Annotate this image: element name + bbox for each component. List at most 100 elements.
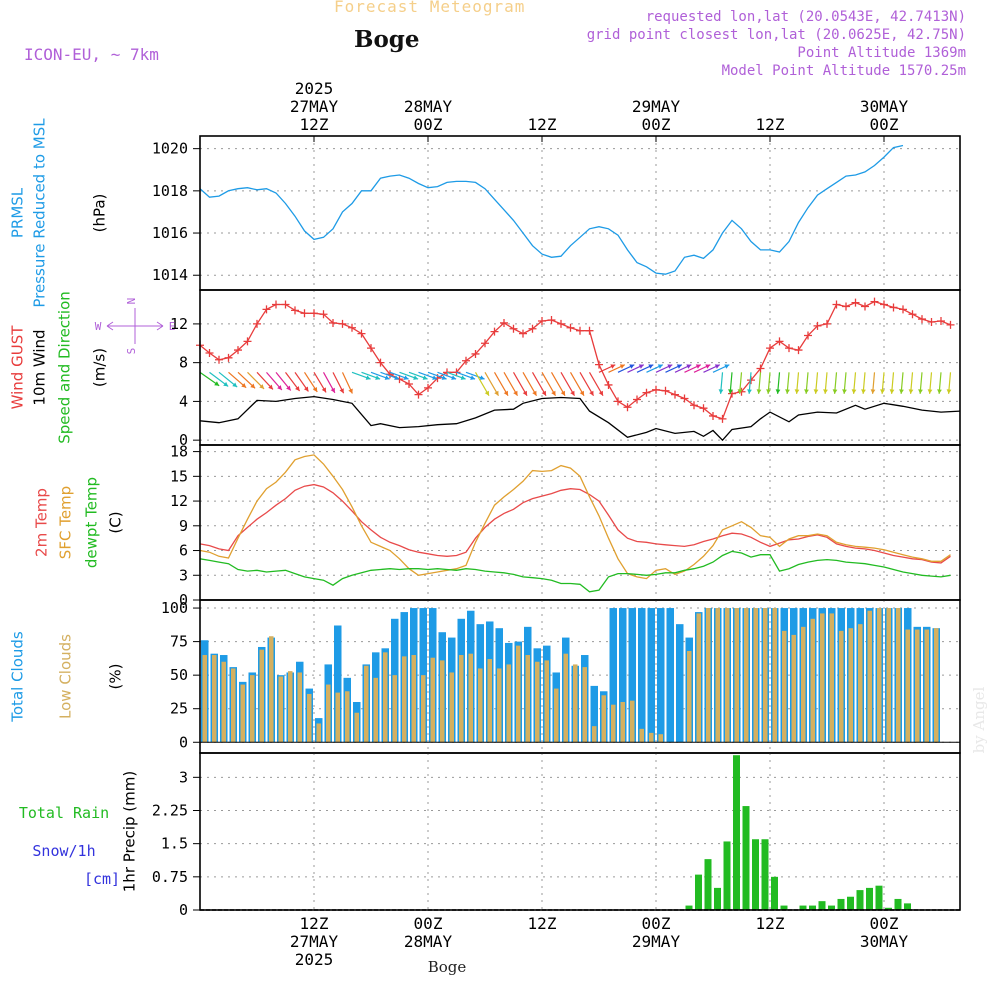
ytick-label: 0.75 [152, 868, 188, 886]
wind-arrow-head [277, 385, 282, 391]
panel-pressure: 1014 1016 1018 1020 PRMSL Pressure Reduced to… [9, 118, 961, 308]
low-cloud-bar [402, 656, 407, 743]
gust-marker [576, 326, 584, 335]
wind-arrow-head [610, 364, 616, 369]
top-time-label: 27MAY [290, 97, 339, 116]
wind-arrow-head [232, 382, 238, 388]
wind-arrow-head [705, 364, 711, 369]
low-cloud-bar [924, 629, 929, 743]
bottom-time-label: 00Z [642, 914, 671, 933]
low-cloud-bar [772, 608, 777, 743]
top-time-label: 00Z [414, 115, 443, 134]
wind-arrow-head [657, 364, 663, 369]
gust-marker [623, 403, 632, 412]
gust-marker [234, 346, 242, 355]
low-cloud-bar [763, 608, 768, 743]
panel-label: (%) [107, 664, 125, 690]
wind-arrow-head [303, 386, 309, 392]
ytick-label: 1014 [152, 266, 188, 284]
gust-marker [661, 386, 670, 395]
low-cloud-bar [715, 608, 720, 743]
wind-arrow [550, 372, 566, 397]
low-cloud-bar [497, 668, 502, 743]
wind-arrow-head [794, 389, 800, 394]
gust-marker [823, 319, 831, 328]
wind-arrow-head [937, 389, 942, 394]
wind-arrow-head [589, 390, 594, 396]
wind-arrow-head [714, 364, 720, 369]
gust-marker [547, 316, 556, 325]
wind-arrow-head [394, 375, 400, 380]
wind-arrow [493, 372, 509, 397]
low-cloud-bar [734, 608, 739, 743]
gust-marker [709, 411, 717, 420]
wind-arrow-head [560, 390, 565, 396]
low-cloud-bar [696, 613, 701, 743]
precip-bar [695, 874, 702, 910]
bottom-time-label: 12Z [528, 914, 557, 933]
top-time-label: 2025 [295, 79, 334, 98]
low-cloud-bar [307, 693, 312, 743]
low-cloud-bar [744, 608, 749, 743]
wind-arrow-head [728, 389, 733, 394]
low-cloud-bar [905, 629, 910, 743]
low-cloud-bar [278, 676, 283, 743]
wind-arrow [503, 372, 519, 397]
panel-label: SFC Temp [57, 486, 75, 559]
low-cloud-bar [934, 628, 939, 743]
bottom-time-label: 28MAY [404, 932, 453, 951]
wind-arrow-head [321, 387, 327, 393]
wind-arrow-head [813, 389, 819, 394]
gust-marker [224, 353, 233, 362]
wind-arrow [560, 372, 576, 397]
low-cloud-bar [525, 655, 530, 743]
ytick-label: 18 [170, 443, 188, 461]
ytick-label: 25 [170, 700, 188, 718]
gust-marker [861, 302, 869, 311]
gust-marker [357, 329, 366, 338]
gust-marker [946, 320, 955, 329]
wind-arrow-head [470, 375, 476, 380]
gust-marker [889, 303, 898, 312]
wind-arrow-head [365, 375, 371, 380]
gust-marker [538, 317, 546, 325]
wind-arrow-head [861, 389, 866, 394]
gust-marker [471, 349, 480, 358]
compass-cross [106, 308, 164, 344]
precip-bar [752, 839, 759, 910]
low-cloud-bar [858, 624, 863, 743]
gust-marker [699, 404, 708, 413]
panel-label: [cm] [84, 870, 120, 888]
low-cloud-bar [611, 704, 616, 743]
wind-arrow-head [532, 390, 537, 396]
gust-marker [652, 385, 660, 394]
wind-arrow-head [598, 390, 603, 396]
total-cloud-bar [676, 624, 684, 743]
wind-arrow [569, 372, 585, 397]
wind-arrow-head [908, 389, 914, 394]
precip-bar [856, 890, 864, 910]
pressure-line-0 [199, 144, 904, 275]
chart-panels: 1014 1016 1018 1020 PRMSL Pressure Reduced to… [9, 118, 961, 919]
gust-marker [766, 344, 774, 353]
model-label: ICON-EU, ~ 7km [24, 45, 159, 64]
gust-marker [595, 360, 603, 369]
ytick-label: 1020 [152, 140, 188, 158]
wind-arrow-head [756, 389, 762, 394]
gust-marker [243, 337, 252, 346]
wind-arrow-head [747, 389, 752, 394]
ytick-label: 2.25 [152, 801, 188, 819]
wind-arrow-head [899, 389, 904, 394]
bottom-time-label: 00Z [870, 914, 899, 933]
gust-marker [281, 300, 290, 309]
wind-arrow-head [785, 389, 790, 394]
gust-marker [690, 401, 698, 410]
ytick-label: 1018 [152, 182, 188, 200]
wind-arrow-head [804, 389, 809, 394]
wind-arrow-head [737, 389, 743, 394]
compass-east: E [169, 320, 176, 333]
wind-arrow-head [766, 389, 771, 394]
wind-arrow-head [870, 389, 876, 394]
low-cloud-bar [649, 732, 654, 743]
low-cloud-bar [250, 675, 255, 743]
